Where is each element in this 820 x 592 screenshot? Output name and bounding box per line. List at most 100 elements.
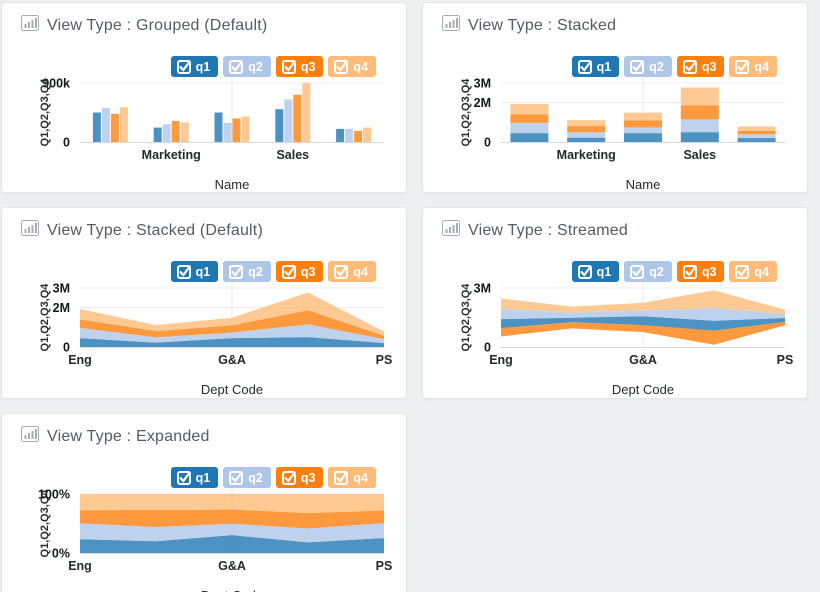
- checkbox-icon: [281, 59, 296, 74]
- expanded-area-plot: 0% 100% Eng G&A PS Dept Code Q1,Q2,Q3,Q4: [38, 488, 393, 592]
- legend-item-label: q2: [248, 264, 263, 279]
- legend-item-label: q1: [195, 59, 211, 74]
- svg-text:Q1,Q2,Q3,Q4: Q1,Q2,Q3,Q4: [39, 78, 51, 147]
- chart-card-stacked-bar: 0 2M 3M Marketing Sales Name Q1,Q2,Q3,Q4 View …: [422, 2, 808, 193]
- card-header: View Type : Streamed: [442, 220, 628, 241]
- svg-text:Marketing: Marketing: [142, 148, 201, 162]
- legend-item-q1[interactable]: q1: [170, 261, 219, 282]
- checkbox-icon: [229, 264, 244, 279]
- svg-text:PS: PS: [376, 559, 393, 573]
- legend-item-label: q4: [353, 264, 368, 279]
- legend-item-q4[interactable]: q4: [328, 56, 376, 77]
- svg-text:G&A: G&A: [629, 353, 657, 367]
- legend-item-q2[interactable]: q2: [624, 261, 672, 282]
- legend-item-label: q1: [195, 470, 211, 485]
- legend-item-label: q4: [353, 59, 368, 74]
- checkbox-icon: [682, 59, 697, 74]
- legend-item-q2[interactable]: q2: [223, 261, 271, 282]
- card-header: View Type : Grouped (Default): [21, 15, 267, 36]
- svg-text:Name: Name: [215, 177, 250, 192]
- legend: q1 q2 q3 q4: [571, 56, 777, 77]
- svg-text:Sales: Sales: [683, 148, 716, 162]
- svg-text:Sales: Sales: [276, 148, 309, 162]
- svg-text:3M: 3M: [53, 282, 70, 296]
- checkbox-icon: [281, 264, 296, 279]
- legend-item-q4[interactable]: q4: [729, 56, 777, 77]
- legend-item-q4[interactable]: q4: [729, 261, 777, 282]
- card-header: View Type : Stacked: [442, 15, 616, 36]
- bar-chart-icon: [21, 426, 39, 447]
- legend-item-label: q1: [195, 264, 211, 279]
- legend-item-q3[interactable]: q3: [275, 56, 324, 77]
- checkbox-icon: [229, 59, 244, 74]
- checkbox-icon: [735, 264, 750, 279]
- legend-item-label: q4: [754, 264, 769, 279]
- svg-text:0: 0: [63, 136, 70, 150]
- chart-card-stacked-area: 0 2M 3M Eng G&A PS Dept Code Q1,Q2,Q3,Q4 View T…: [1, 207, 407, 399]
- legend-item-q1[interactable]: q1: [170, 56, 219, 77]
- legend-item-q3[interactable]: q3: [676, 56, 725, 77]
- legend-item-q2[interactable]: q2: [624, 56, 672, 77]
- svg-text:100%: 100%: [38, 488, 70, 502]
- card-title: View Type : Streamed: [468, 221, 628, 239]
- svg-text:Name: Name: [626, 177, 661, 192]
- checkbox-icon: [176, 264, 191, 279]
- legend: q1 q2 q3 q4: [170, 467, 376, 488]
- svg-text:Q1,Q2,Q3,Q4: Q1,Q2,Q3,Q4: [460, 283, 472, 352]
- legend-item-q3[interactable]: q3: [275, 261, 324, 282]
- legend-item-q1[interactable]: q1: [571, 261, 620, 282]
- stacked-bar-plot: 0 2M 3M Marketing Sales Name Q1,Q2,Q3,Q4: [460, 77, 785, 192]
- legend-item-label: q1: [596, 264, 612, 279]
- grouped-bar-plot: 0 900k Marketing Sales Name Q1,Q2,Q3,Q4: [39, 77, 384, 192]
- stream-plot: 0 3M Eng G&A PS Dept Code Q1,Q2,Q3,Q4: [460, 282, 794, 398]
- checkbox-icon: [334, 264, 349, 279]
- svg-text:2M: 2M: [474, 96, 491, 110]
- legend-item-label: q4: [754, 59, 769, 74]
- legend-item-label: q2: [248, 59, 263, 74]
- bar-chart-icon: [442, 15, 460, 36]
- legend-item-q3[interactable]: q3: [676, 261, 725, 282]
- legend-item-q1[interactable]: q1: [571, 56, 620, 77]
- svg-text:G&A: G&A: [218, 353, 246, 367]
- legend-item-label: q4: [353, 470, 368, 485]
- legend-item-label: q3: [701, 264, 717, 279]
- legend-item-q4[interactable]: q4: [328, 261, 376, 282]
- legend-item-label: q2: [248, 470, 263, 485]
- legend-item-q1[interactable]: q1: [170, 467, 219, 488]
- svg-text:900k: 900k: [42, 77, 70, 91]
- legend-item-q2[interactable]: q2: [223, 467, 271, 488]
- card-title: View Type : Grouped (Default): [47, 16, 268, 34]
- legend: q1 q2 q3 q4: [571, 261, 777, 282]
- legend-item-label: q3: [701, 59, 717, 74]
- card-title: View Type : Stacked (Default): [47, 221, 263, 239]
- svg-text:2M: 2M: [53, 301, 70, 315]
- checkbox-icon: [577, 59, 592, 74]
- legend-item-q2[interactable]: q2: [223, 56, 271, 77]
- stacked-area-plot: 0 2M 3M Eng G&A PS Dept Code Q1,Q2,Q3,Q4: [39, 282, 393, 398]
- svg-text:0: 0: [484, 341, 491, 355]
- legend-item-q4[interactable]: q4: [328, 467, 376, 488]
- card-header: View Type : Stacked (Default): [21, 220, 263, 241]
- legend-item-q3[interactable]: q3: [275, 467, 324, 488]
- svg-text:Q1,Q2,Q3,Q4: Q1,Q2,Q3,Q4: [460, 78, 472, 147]
- checkbox-icon: [176, 59, 191, 74]
- svg-text:Dept Code: Dept Code: [201, 588, 263, 592]
- legend: q1 q2 q3 q4: [170, 56, 376, 77]
- svg-text:0: 0: [484, 136, 491, 150]
- card-title: View Type : Stacked: [468, 16, 617, 34]
- card-header: View Type : Expanded: [21, 426, 210, 447]
- checkbox-icon: [229, 470, 244, 485]
- bar-chart-icon: [442, 220, 460, 241]
- svg-text:0: 0: [63, 341, 70, 355]
- checkbox-icon: [281, 470, 296, 485]
- legend-item-label: q1: [596, 59, 612, 74]
- legend-item-label: q3: [300, 470, 316, 485]
- legend-item-label: q3: [300, 264, 316, 279]
- checkbox-icon: [176, 470, 191, 485]
- svg-text:PS: PS: [777, 353, 794, 367]
- bar-chart-icon: [21, 15, 39, 36]
- svg-text:Q1,Q2,Q3,Q4: Q1,Q2,Q3,Q4: [39, 489, 51, 558]
- svg-text:PS: PS: [376, 353, 393, 367]
- svg-text:Eng: Eng: [68, 559, 92, 573]
